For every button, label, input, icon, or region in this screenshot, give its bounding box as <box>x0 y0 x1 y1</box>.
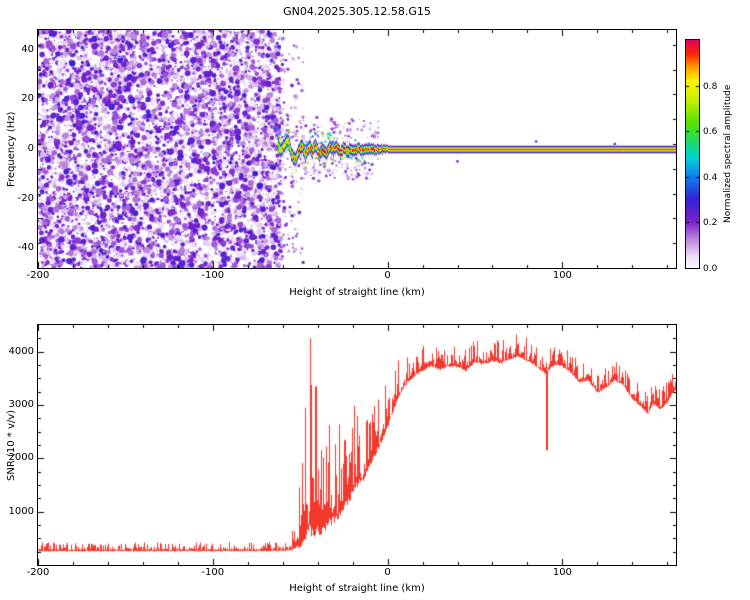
snr-x-tick-label: 0 <box>384 567 391 578</box>
snr-y-tick-label: 4000 <box>8 345 34 357</box>
snr-x-tick-label: -200 <box>26 567 50 578</box>
spec-y-tick-label: -20 <box>17 192 34 204</box>
figure-title: GN04.2025.305.12.58.G15 <box>283 5 431 18</box>
snr-canvas <box>38 325 676 565</box>
spec-x-tick-label: 100 <box>552 270 572 281</box>
colorbar-tick-label: 0.0 <box>703 264 718 274</box>
spec-y-tick-label: 40 <box>21 43 34 55</box>
spec-x-tick-label: -100 <box>201 270 225 281</box>
colorbar-label: Normalized spectral amplitude <box>723 84 733 224</box>
snr-y-axis-label: SNR (10 * v/v) <box>6 409 17 481</box>
snr-x-tick-label: 100 <box>552 567 572 578</box>
spec-y-tick-label: 0 <box>27 143 34 154</box>
snr-y-tick-label: 1000 <box>8 505 34 517</box>
spec-x-tick-label: 0 <box>384 270 391 281</box>
snr-x-axis-label: Height of straight line (km) <box>289 583 425 594</box>
snr-x-tick-label: -100 <box>201 567 225 578</box>
spectrogram-x-axis-label: Height of straight line (km) <box>289 287 425 298</box>
colorbar-gradient <box>686 40 699 268</box>
spec-x-tick-label: -200 <box>26 270 50 281</box>
spectrogram-canvas <box>38 30 676 268</box>
colorbar-tick-label: 0.2 <box>703 218 718 229</box>
snr-y-tick-label: 2000 <box>8 452 34 464</box>
spectrogram-plot-area <box>37 29 677 269</box>
colorbar-tick-label: 0.8 <box>703 81 718 92</box>
spec-y-tick-label: 20 <box>21 93 34 105</box>
spec-y-tick-label: -40 <box>17 242 34 254</box>
colorbar-tick-label: 0.4 <box>703 172 718 183</box>
colorbar-area <box>685 39 700 269</box>
snr-y-tick-label: 3000 <box>8 399 34 410</box>
snr-plot-area <box>37 324 677 566</box>
colorbar-tick-label: 0.6 <box>703 127 718 138</box>
